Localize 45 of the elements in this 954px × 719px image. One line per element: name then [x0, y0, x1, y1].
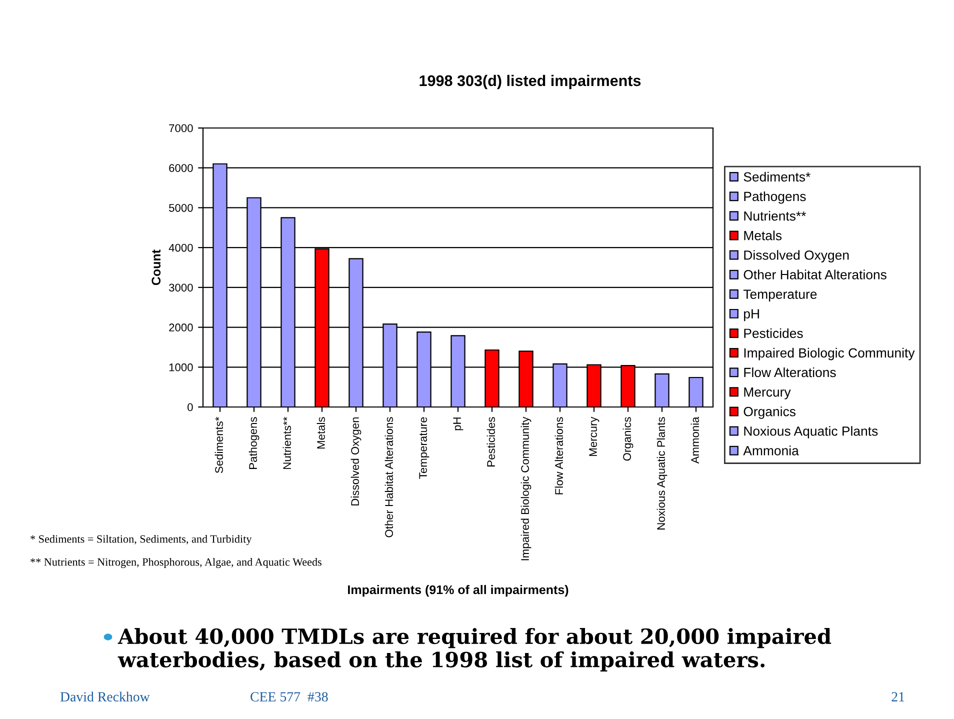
legend-label: Pathogens [744, 191, 806, 204]
x-tick-label: Flow Alterations [554, 417, 563, 494]
legend-label: Metals [744, 230, 782, 240]
x-tick-label: Dissolved Oxygen [350, 417, 362, 506]
x-tick-label: Pathogens [248, 417, 260, 469]
legend-label: Nutrients** [744, 210, 806, 221]
legend-label: Organics [744, 406, 796, 419]
x-tick-label: Metals [316, 417, 325, 449]
y-tick-label: 4000 [168, 244, 193, 252]
legend-label: Impaired Biologic Community [744, 348, 915, 360]
text: CEE 577 #38 [250, 692, 328, 702]
x-tick-label: pH [453, 418, 464, 430]
legend-label: Other Habitat Alterations [744, 270, 886, 280]
y-tick-label: 1000 [169, 363, 193, 372]
text: * Sediments = Siltation, Sediments, and Turbidity [30, 534, 252, 546]
legend-label: Dissolved Oxygen [744, 250, 849, 262]
x-axis-title: Impairments (91% of all impairments) [348, 585, 568, 597]
y-tick-label: 2000 [169, 324, 193, 332]
text: 21 [892, 692, 904, 702]
y-tick-label: 5000 [169, 204, 193, 212]
x-tick-label: Ammonia [690, 416, 699, 464]
x-tick-label: Nutrients** [282, 416, 291, 469]
x-tick-label: Other Habitat Alterations [384, 417, 393, 538]
legend-label: Temperature [743, 290, 817, 302]
x-tick-label: Organics [622, 417, 634, 461]
legend-label: Flow Alterations [744, 367, 836, 378]
y-axis-title: Count [152, 250, 161, 286]
text: David Reckhow [60, 692, 150, 702]
x-tick-label: Mercury [589, 416, 600, 456]
y-tick-label: 0 [188, 403, 193, 412]
legend-label: Sediments* [744, 172, 810, 182]
chart-title: 1998 303(d) listed impairments [420, 74, 641, 90]
legend-label: pH [744, 309, 759, 322]
x-tick-label: Sediments* [214, 416, 223, 474]
x-tick-label: Pesticides [486, 417, 495, 466]
legend-label: Mercury [744, 387, 791, 400]
text: About 40,000 TMDLs are required for about 20,000 impaired waterbodies, based on the 1998 list of impaired waters. [118, 628, 832, 672]
y-tick-label: 7000 [169, 124, 193, 132]
legend-label: Pesticides [744, 328, 803, 338]
y-tick-label: 3000 [168, 284, 193, 292]
x-tick-label: Temperature [419, 417, 430, 479]
x-tick-label: Noxious Aquatic Plants [656, 417, 668, 530]
x-tick-label: Impaired Biologic Community [520, 416, 532, 560]
y-tick-label: 6000 [169, 164, 193, 172]
text: ** Nutrients = Nitrogen, Phosphorous, Algae, and Aquatic Weeds [30, 558, 322, 568]
